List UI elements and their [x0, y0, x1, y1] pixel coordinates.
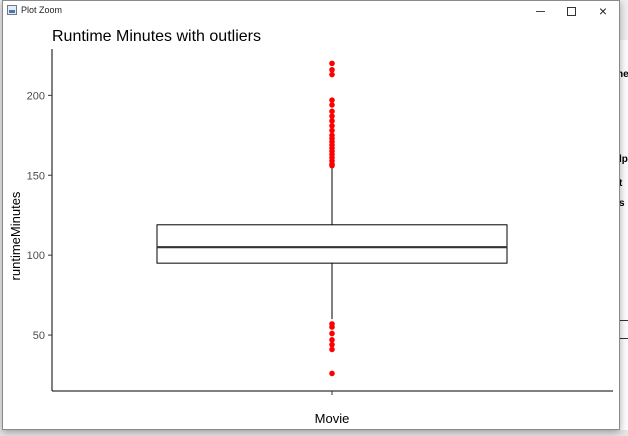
outlier-point: [329, 162, 335, 169]
outlier-point: [329, 60, 335, 67]
y-tick-label: 150: [27, 170, 45, 182]
background-text-fragment: ne: [617, 69, 628, 80]
y-tick-label: 100: [27, 250, 45, 262]
close-icon: ×: [598, 3, 608, 19]
background-taskbar-edge: [0, 430, 628, 436]
background-text-fragment: lp: [619, 154, 628, 165]
outlier-point: [329, 108, 335, 115]
outlier-point: [329, 341, 335, 348]
maximize-icon: [566, 6, 576, 16]
title-bar[interactable]: Plot Zoom ×: [3, 1, 619, 21]
outlier-point: [329, 370, 335, 377]
minimize-button[interactable]: [523, 1, 557, 21]
background-text-fragment: s: [619, 198, 625, 209]
outlier-point: [329, 337, 335, 343]
outlier-point: [329, 324, 335, 330]
outlier-point: [329, 122, 335, 129]
close-button[interactable]: ×: [586, 1, 620, 21]
maximize-button[interactable]: [554, 1, 588, 21]
x-category-label: Movie: [315, 411, 350, 426]
minimize-icon: [535, 10, 545, 12]
plot-area: Runtime Minutes with outliers runtimeMin…: [3, 21, 619, 429]
background-text-fragment: t: [619, 178, 623, 189]
outlier-point: [329, 102, 335, 108]
y-tick-label: 200: [27, 90, 45, 102]
outlier-point: [329, 113, 335, 119]
outlier-point: [329, 346, 335, 353]
outlier-point: [329, 66, 335, 73]
plot-zoom-window[interactable]: Plot Zoom × Runtime Minutes with outlier…: [2, 0, 620, 430]
boxplot-chart: Runtime Minutes with outliers runtimeMin…: [8, 28, 613, 426]
window-title: Plot Zoom: [21, 5, 63, 15]
y-tick-label: 50: [33, 330, 45, 342]
iqr-box: [156, 224, 508, 264]
chart-title: Runtime Minutes with outliers: [52, 28, 261, 45]
outlier-point: [329, 97, 335, 103]
outlier-point: [329, 71, 335, 78]
outlier-point: [329, 330, 335, 337]
outlier-point: [329, 118, 335, 124]
outlier-point: [329, 127, 335, 134]
y-axis-title: runtimeMinutes: [8, 191, 23, 280]
app-icon: [7, 5, 17, 15]
